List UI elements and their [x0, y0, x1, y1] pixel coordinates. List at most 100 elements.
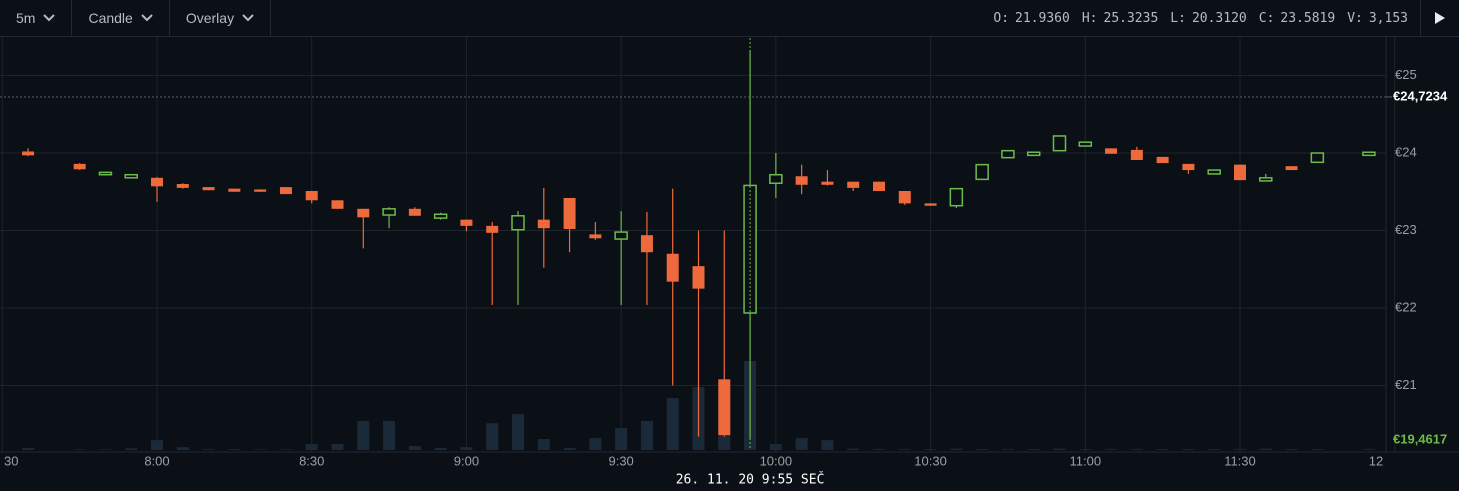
- volume-bar: [1001, 449, 1014, 450]
- volume-bar: [898, 449, 911, 450]
- plot-area: [0, 38, 1386, 450]
- dropdown-label: 5m: [16, 10, 36, 26]
- volume-bar: [563, 448, 576, 450]
- candle-body: [98, 171, 113, 176]
- readout-item: O: 21.9360: [993, 11, 1069, 26]
- crosshair-price-label: €19,4617: [1393, 431, 1447, 446]
- readout-item: V: 3,153: [1347, 11, 1408, 26]
- volume-bar: [254, 449, 267, 450]
- volume-bar: [1182, 449, 1195, 450]
- candle-body: [1105, 148, 1118, 154]
- candle-body: [743, 184, 757, 314]
- x-tick-label: 11:00: [1069, 453, 1101, 468]
- candle-body: [1285, 166, 1298, 171]
- candle-body: [563, 197, 576, 229]
- candle-body: [357, 208, 370, 218]
- chart-type-dropdown[interactable]: Candle: [72, 0, 170, 36]
- candle-body: [22, 151, 35, 156]
- candle-body: [1310, 152, 1325, 164]
- candle-body: [898, 190, 911, 204]
- volume-bar: [640, 420, 653, 450]
- candle-body: [1026, 151, 1041, 157]
- candle-body: [795, 176, 808, 185]
- candle-body: [1001, 149, 1015, 159]
- volume-bar: [976, 449, 989, 450]
- volume-bar: [795, 438, 808, 450]
- volume-bar: [769, 444, 782, 450]
- candle-body: [1362, 151, 1376, 157]
- x-tick-label: 11:30: [1224, 453, 1256, 468]
- volume-bar: [1311, 449, 1324, 450]
- x-tick-label: 10:30: [914, 453, 947, 468]
- y-tick-label: €25: [1395, 67, 1417, 82]
- volume-bar: [357, 420, 370, 450]
- volume-bar: [615, 427, 628, 450]
- readout-value: 25.3235: [1103, 10, 1159, 26]
- volume-bar: [1285, 449, 1298, 450]
- readout-key: H:: [1081, 10, 1098, 26]
- chevron: [141, 14, 153, 22]
- volume-bar: [228, 449, 241, 450]
- volume-bar: [151, 440, 164, 450]
- volume-bar: [1233, 449, 1246, 450]
- volume-bar: [22, 448, 35, 450]
- volume-bar: [99, 449, 112, 450]
- x-tick-label: 8:30: [299, 453, 324, 468]
- last-price-label: €24,7234: [1393, 88, 1448, 103]
- volume-bar: [589, 438, 602, 450]
- candle-body: [949, 187, 964, 207]
- volume-bar: [1105, 449, 1118, 450]
- candle-body: [486, 225, 499, 233]
- y-tick-label: €21: [1395, 377, 1417, 392]
- candle-body: [614, 231, 628, 240]
- candle-body: [202, 187, 215, 191]
- candle-body: [666, 253, 679, 282]
- candle-body: [924, 203, 937, 206]
- x-tick-label: 9:30: [608, 453, 633, 468]
- volume-bar: [408, 446, 421, 450]
- volume-bar: [176, 447, 189, 450]
- volume-bar: [1079, 449, 1092, 450]
- volume-bar: [125, 448, 138, 450]
- readout-key: C:: [1258, 10, 1275, 26]
- y-tick-label: €23: [1395, 222, 1417, 237]
- overlay-dropdown[interactable]: Overlay: [170, 0, 272, 36]
- candle-body: [511, 215, 525, 231]
- play-icon: [1435, 12, 1445, 24]
- axes: €21 €22 €23 €24 €25 30 8:00 8:30 9:00 9:30 10:00 10…: [0, 37, 1459, 489]
- ohlcv-readout: O: 21.9360 H: 25.3235 L: 20.3120 C: 23.5819 V: 3,…: [993, 11, 1420, 26]
- volume-bar: [73, 449, 86, 450]
- candle-body: [1052, 135, 1067, 152]
- volume-bar: [1130, 449, 1143, 450]
- toolbar: 5m Candle Overlay O: 21.9360 H: 25.3235 L: 20…: [0, 0, 1459, 37]
- volume-bar: [1156, 449, 1169, 450]
- readout-value: 21.9360: [1015, 10, 1070, 26]
- x-tick-label: 12: [1369, 453, 1383, 468]
- dropdown-label: Overlay: [185, 10, 235, 26]
- crosshair-date-box: [670, 470, 831, 489]
- candle-body: [305, 190, 318, 201]
- volume-bar: [305, 444, 318, 450]
- volume-bar: [1362, 449, 1375, 450]
- candle-body: [769, 173, 783, 184]
- chevron: [242, 14, 254, 22]
- candle-body: [331, 200, 344, 209]
- x-tick-label: 8:00: [144, 453, 169, 468]
- readout-value: 23.5819: [1280, 10, 1336, 26]
- candle-body: [176, 184, 189, 188]
- interval-dropdown[interactable]: 5m: [0, 0, 73, 36]
- play-button[interactable]: [1420, 0, 1459, 36]
- candle-body: [279, 187, 292, 195]
- candle-body: [692, 266, 705, 289]
- volume-bar: [331, 444, 344, 450]
- candle-body: [1182, 163, 1195, 171]
- candle-body: [1207, 169, 1221, 175]
- candle-body: [1233, 164, 1246, 181]
- readout-key: O:: [993, 10, 1010, 26]
- volume-bar: [383, 420, 396, 450]
- volume-bar: [279, 449, 292, 450]
- y-tick-label: €24: [1395, 144, 1417, 159]
- volume-bar: [1208, 449, 1221, 450]
